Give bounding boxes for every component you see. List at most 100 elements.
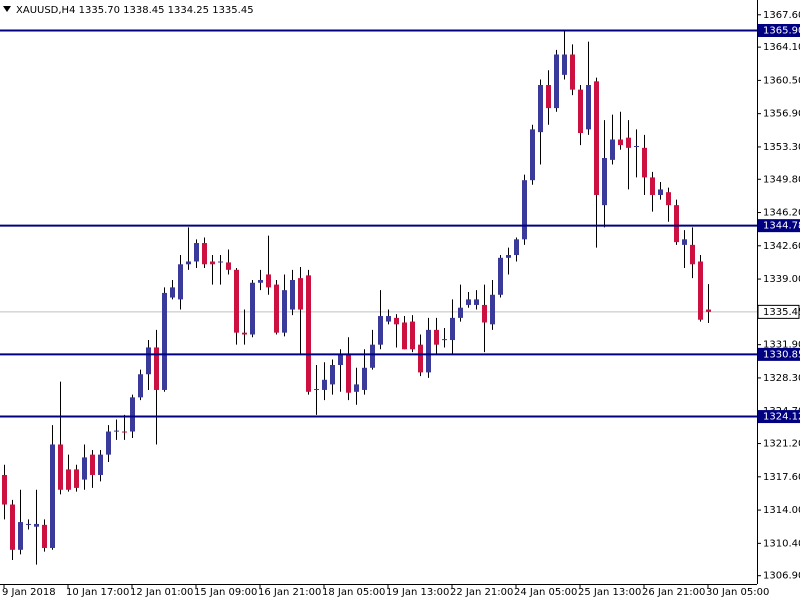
candle-body bbox=[106, 431, 111, 455]
candle-body bbox=[442, 339, 447, 341]
candle-body bbox=[466, 299, 471, 305]
candle-body bbox=[578, 89, 583, 134]
candle-body bbox=[154, 347, 159, 390]
x-tick-label: 9 Jan 2018 bbox=[2, 587, 56, 598]
candle-body bbox=[34, 523, 39, 527]
candle-body bbox=[586, 85, 591, 130]
candle-body bbox=[282, 290, 287, 333]
candle-body bbox=[426, 329, 431, 373]
candle-body bbox=[178, 264, 183, 300]
candle-body bbox=[162, 292, 167, 390]
candle-body bbox=[322, 379, 327, 390]
candle-body bbox=[266, 274, 271, 288]
candle-body bbox=[434, 329, 439, 345]
candle-body bbox=[26, 523, 31, 525]
candle-body bbox=[10, 504, 15, 550]
candle-body bbox=[402, 322, 407, 350]
y-tick-label: 1331.90 bbox=[763, 340, 800, 351]
candle-body bbox=[562, 54, 567, 75]
candle-body bbox=[122, 431, 127, 433]
candle-body bbox=[226, 262, 231, 270]
candle-body bbox=[490, 294, 495, 325]
candle-body bbox=[634, 146, 639, 147]
chart-title: XAUUSD,H4 1335.70 1338.45 1334.25 1335.4… bbox=[16, 5, 254, 16]
level-label-box bbox=[758, 410, 800, 424]
x-tick-label: 16 Jan 21:00 bbox=[258, 587, 321, 598]
level-label: 1330.85 bbox=[763, 349, 800, 360]
candle-body bbox=[362, 367, 367, 390]
candle-body bbox=[74, 469, 79, 488]
x-tick-label: 15 Jan 09:00 bbox=[194, 587, 257, 598]
y-tick-label: 1349.80 bbox=[763, 174, 800, 185]
candle-body bbox=[498, 257, 503, 295]
candle-body bbox=[2, 474, 7, 505]
y-tick-label: 1314.00 bbox=[763, 505, 800, 516]
candle-body bbox=[698, 261, 703, 320]
candle-body bbox=[242, 332, 247, 335]
level-label-box bbox=[758, 23, 800, 37]
candle-body bbox=[138, 374, 143, 398]
candle-body bbox=[394, 317, 399, 325]
current-price-box bbox=[757, 304, 800, 319]
candle-body bbox=[210, 261, 215, 265]
y-tick-label: 1364.10 bbox=[763, 42, 800, 53]
y-tick-label: 1310.40 bbox=[763, 538, 800, 549]
current-price-label: 1335.45 bbox=[763, 307, 800, 318]
candle-body bbox=[90, 454, 95, 475]
level-label-box bbox=[758, 347, 800, 361]
y-tick-label: 1321.20 bbox=[763, 439, 800, 450]
candle-body bbox=[530, 129, 535, 181]
candle-body bbox=[290, 279, 295, 310]
candle-body bbox=[298, 278, 303, 310]
candle-body bbox=[66, 469, 71, 490]
candle-body bbox=[306, 275, 311, 392]
candle-body bbox=[674, 205, 679, 243]
x-tick-label: 12 Jan 01:00 bbox=[130, 587, 193, 598]
candle-body bbox=[50, 444, 55, 548]
candle-body bbox=[642, 147, 647, 178]
x-tick-label: 24 Jan 05:00 bbox=[514, 587, 577, 598]
candle-body bbox=[450, 317, 455, 341]
candle-body bbox=[658, 189, 663, 195]
x-tick-label: 26 Jan 21:00 bbox=[642, 587, 705, 598]
y-tick-label: 1317.60 bbox=[763, 472, 800, 483]
candle-body bbox=[130, 397, 135, 432]
candle-body bbox=[18, 522, 23, 550]
candle-body bbox=[338, 354, 343, 365]
candle-body bbox=[98, 454, 103, 475]
candle-body bbox=[650, 177, 655, 195]
candle-body bbox=[538, 85, 543, 133]
candle-body bbox=[58, 444, 63, 490]
candle-body bbox=[202, 243, 207, 265]
candle-body bbox=[186, 261, 191, 265]
candle-body bbox=[610, 139, 615, 160]
x-tick-label: 22 Jan 21:00 bbox=[450, 587, 513, 598]
y-tick-label: 1306.90 bbox=[763, 571, 800, 582]
candle-body bbox=[506, 255, 511, 258]
candle-body bbox=[194, 243, 199, 262]
candle-body bbox=[594, 81, 599, 195]
candle-body bbox=[690, 244, 695, 265]
y-tick-label: 1356.90 bbox=[763, 109, 800, 120]
candle-body bbox=[82, 457, 87, 480]
candle-body bbox=[474, 299, 479, 305]
y-tick-label: 1339.00 bbox=[763, 274, 800, 285]
candle-body bbox=[418, 344, 423, 373]
candle-body bbox=[522, 180, 527, 240]
candle-body bbox=[514, 239, 519, 256]
candle-body bbox=[146, 347, 151, 375]
y-tick-label: 1367.60 bbox=[763, 10, 800, 21]
candle-body bbox=[218, 261, 223, 263]
level-label: 1324.12 bbox=[763, 412, 800, 423]
candle-body bbox=[170, 287, 175, 298]
y-tick-label: 1346.20 bbox=[763, 208, 800, 219]
candle-body bbox=[410, 321, 415, 350]
candle-body bbox=[258, 279, 263, 283]
x-tick-label: 19 Jan 13:00 bbox=[386, 587, 449, 598]
y-tick-label: 1342.60 bbox=[763, 241, 800, 252]
x-tick-label: 25 Jan 13:00 bbox=[578, 587, 641, 598]
candle-body bbox=[482, 304, 487, 323]
menu-arrow[interactable] bbox=[3, 6, 11, 12]
y-tick-label: 1328.30 bbox=[763, 373, 800, 384]
